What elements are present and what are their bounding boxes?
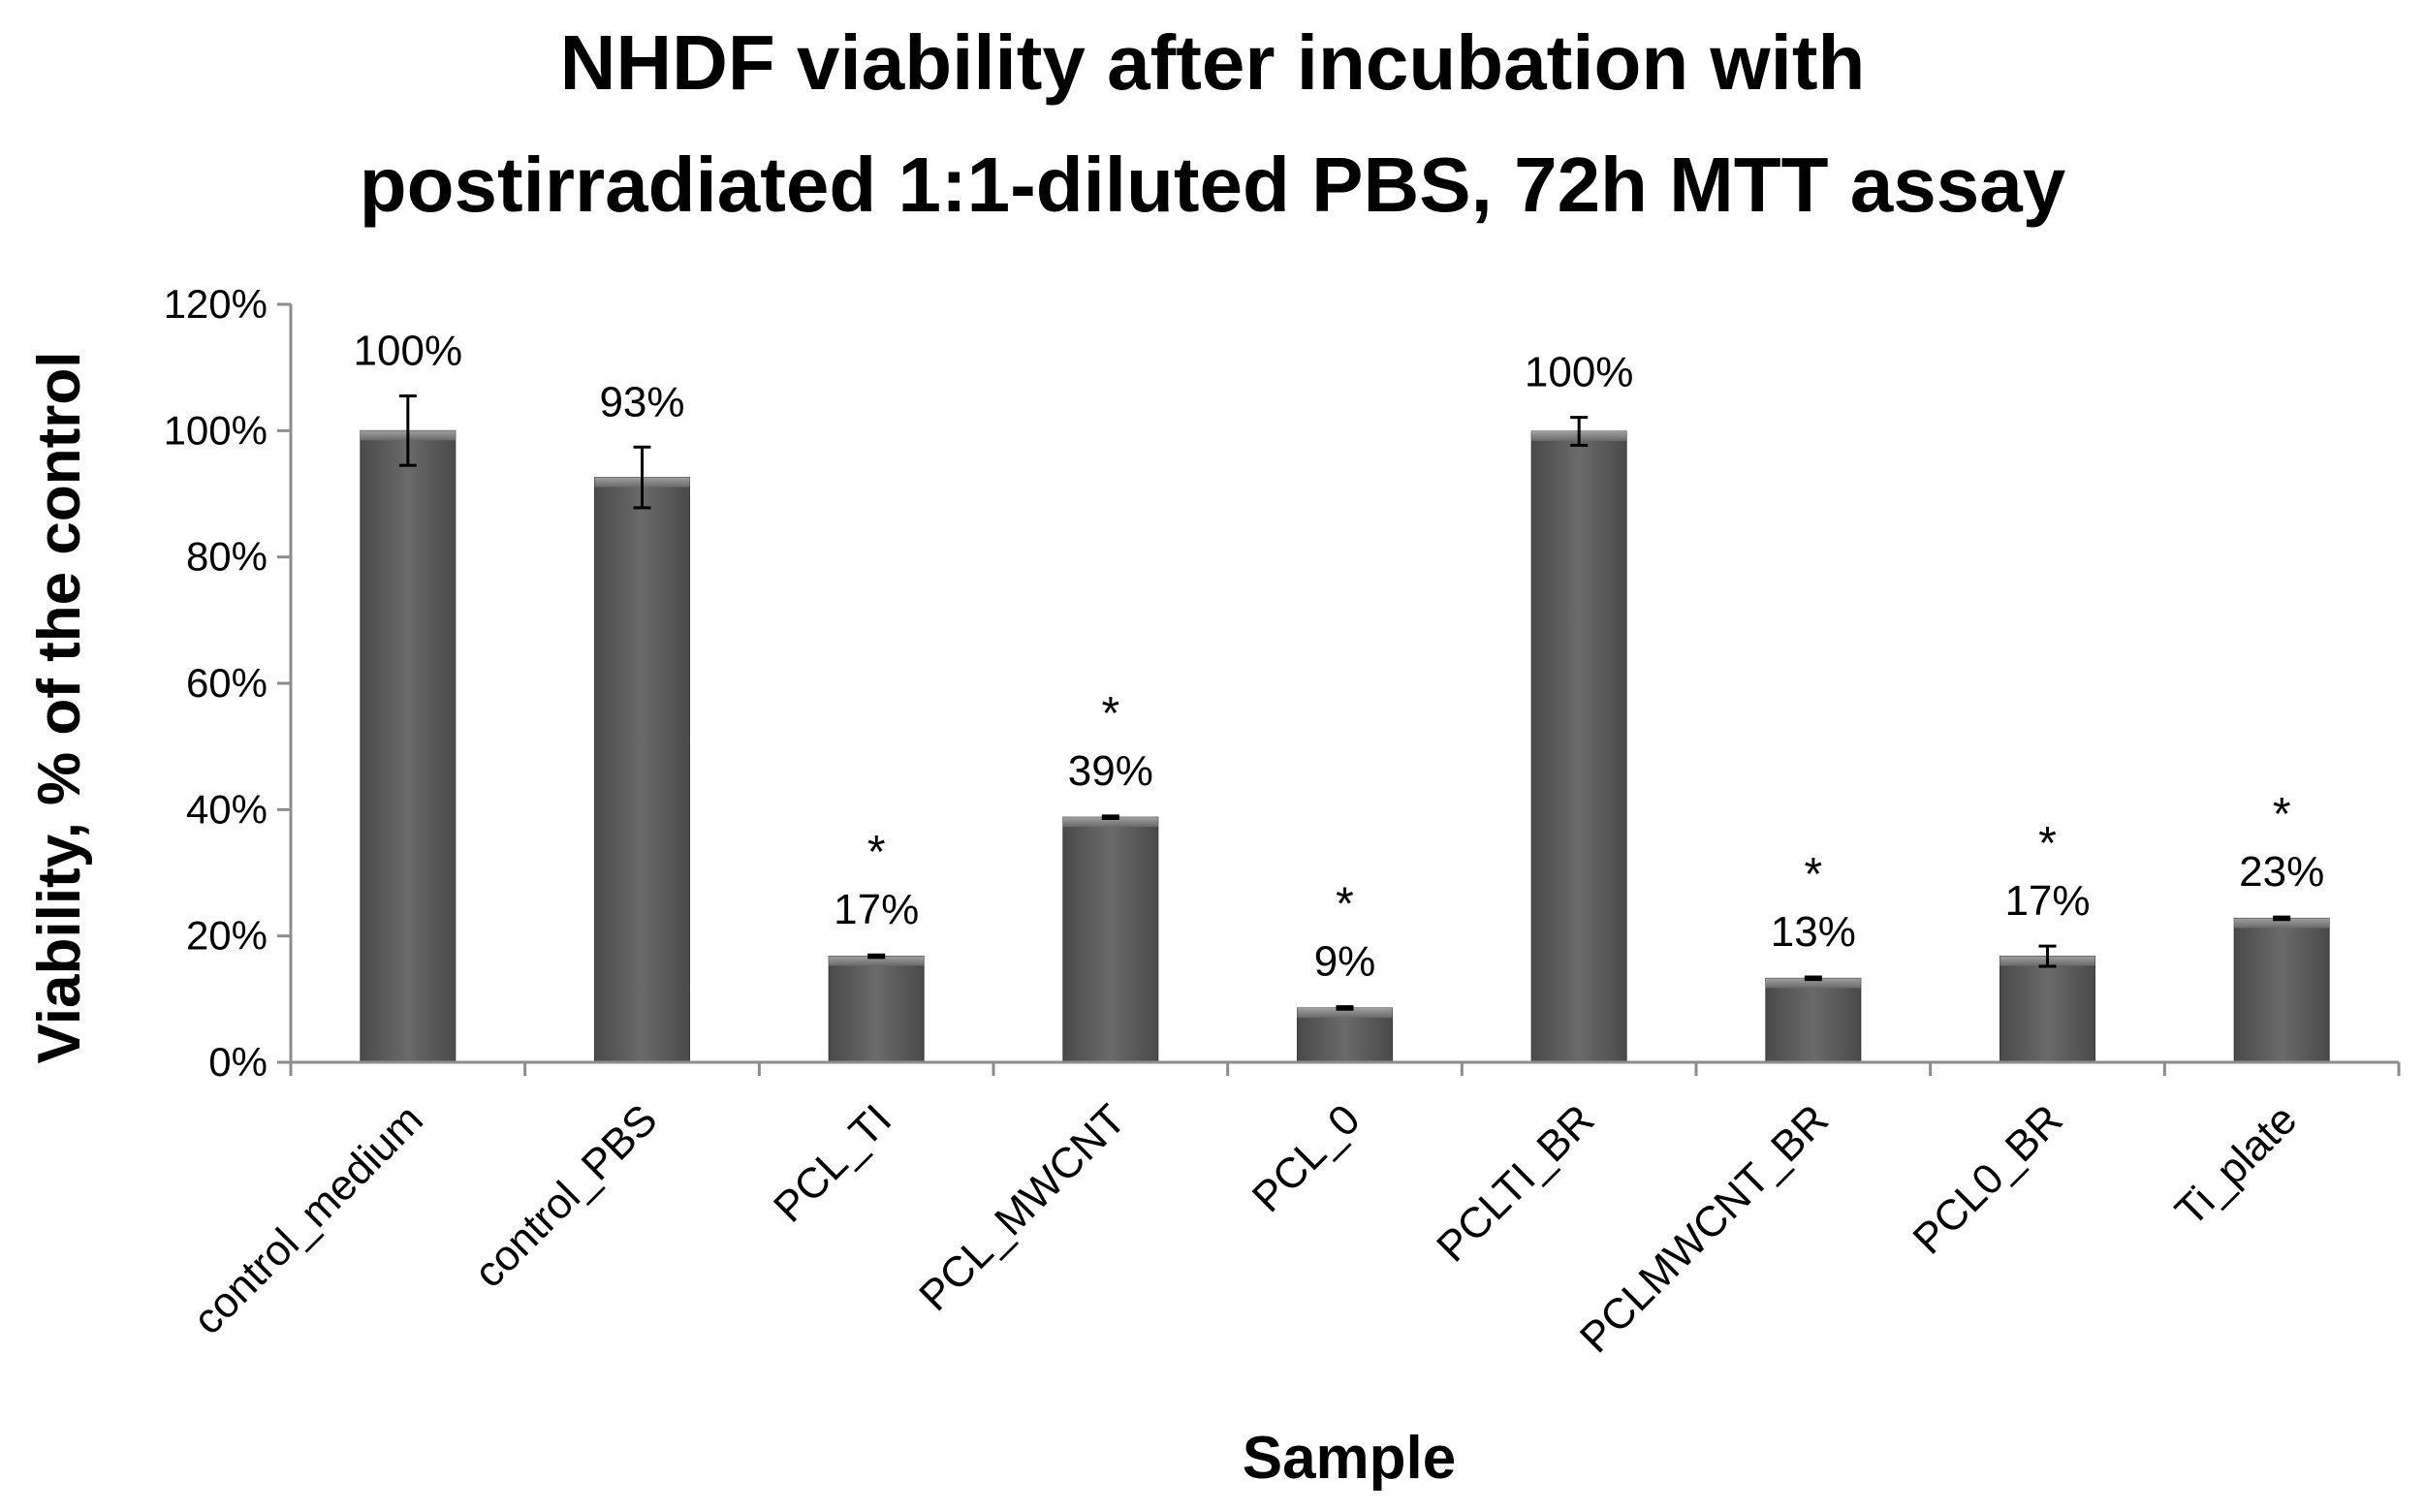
bar-group: 23% * bbox=[2233, 789, 2330, 1063]
data-label: 17% bbox=[834, 886, 919, 933]
bar bbox=[1530, 430, 1627, 1063]
bar-group: 17% * bbox=[828, 827, 925, 1063]
y-tick-label: 120% bbox=[164, 281, 268, 327]
data-label: 39% bbox=[1068, 747, 1153, 795]
data-label: 93% bbox=[599, 378, 684, 425]
x-category-label: PCL_TI bbox=[765, 1095, 900, 1231]
chart-title-line-1: NHDF viability after incubation with bbox=[560, 19, 1866, 106]
x-category-label: PCL_0 bbox=[1244, 1095, 1370, 1221]
data-label: 9% bbox=[1314, 938, 1376, 986]
y-tick-label: 80% bbox=[186, 534, 268, 580]
bar-group: 17% * bbox=[2000, 818, 2095, 1063]
significance-marker: * bbox=[2038, 818, 2057, 869]
bar-group: 100% bbox=[354, 327, 463, 1063]
bar bbox=[2233, 917, 2330, 1063]
bar-group: 100% bbox=[1525, 349, 1634, 1063]
x-category-label: PCLTI_BR bbox=[1428, 1095, 1603, 1271]
y-tick-label: 20% bbox=[186, 913, 268, 959]
x-axis-categories: control_medium control_PBS PCL_TI PCL_MWCNT… bbox=[184, 1062, 2401, 1362]
data-label: 100% bbox=[1525, 349, 1634, 396]
x-category-label: PCLMWCNT_BR bbox=[1571, 1095, 1838, 1362]
significance-marker: * bbox=[1101, 688, 1119, 740]
y-tick-label: 0% bbox=[208, 1039, 268, 1085]
y-axis-ticks: 0% 20% 40% 60% 80% 100% 120% bbox=[164, 281, 291, 1085]
data-label: 100% bbox=[354, 327, 463, 374]
bar-group: 93% bbox=[594, 378, 690, 1063]
bar bbox=[828, 956, 925, 1063]
y-axis-title: Viability, % of the control bbox=[26, 352, 93, 1064]
bar bbox=[360, 429, 457, 1063]
y-tick-label: 40% bbox=[186, 786, 268, 832]
x-category-label: Ti_plate bbox=[2166, 1095, 2306, 1235]
bar-group: 13% * bbox=[1765, 849, 1862, 1063]
significance-marker: * bbox=[1804, 849, 1822, 900]
x-axis-title: Sample bbox=[1243, 1425, 1457, 1492]
data-label: 13% bbox=[1771, 908, 1856, 956]
bar bbox=[1765, 977, 1862, 1063]
bar-series: 100% 93% 17% * 39% * 9% * 100% 13% * 17% * 23% * bbox=[354, 327, 2330, 1063]
bar bbox=[2000, 956, 2095, 1063]
bar-top-highlight bbox=[1062, 817, 1158, 828]
bar-group: 9% * bbox=[1297, 879, 1393, 1063]
bar-top-highlight bbox=[2234, 918, 2330, 929]
x-category-label: control_medium bbox=[184, 1095, 432, 1343]
data-label: 23% bbox=[2239, 848, 2324, 896]
significance-marker: * bbox=[1336, 879, 1354, 930]
bar-top-highlight bbox=[829, 956, 925, 966]
significance-marker: * bbox=[867, 827, 886, 878]
x-category-label: PCL0_BR bbox=[1905, 1095, 2072, 1263]
bar-top-highlight bbox=[1297, 1007, 1393, 1018]
y-tick-label: 60% bbox=[186, 660, 268, 706]
data-label: 17% bbox=[2004, 877, 2090, 925]
x-category-label: PCL_MWCNT bbox=[910, 1095, 1135, 1320]
bar bbox=[594, 477, 690, 1063]
bar bbox=[1062, 816, 1159, 1063]
chart-title-line-2: postirradiated 1:1-diluted PBS, 72h MTT … bbox=[360, 142, 2066, 228]
bar-top-highlight bbox=[1765, 978, 1861, 989]
significance-marker: * bbox=[2273, 789, 2291, 840]
y-tick-label: 100% bbox=[164, 407, 268, 453]
bar-group: 39% * bbox=[1062, 688, 1159, 1063]
x-category-label: control_PBS bbox=[465, 1095, 667, 1297]
